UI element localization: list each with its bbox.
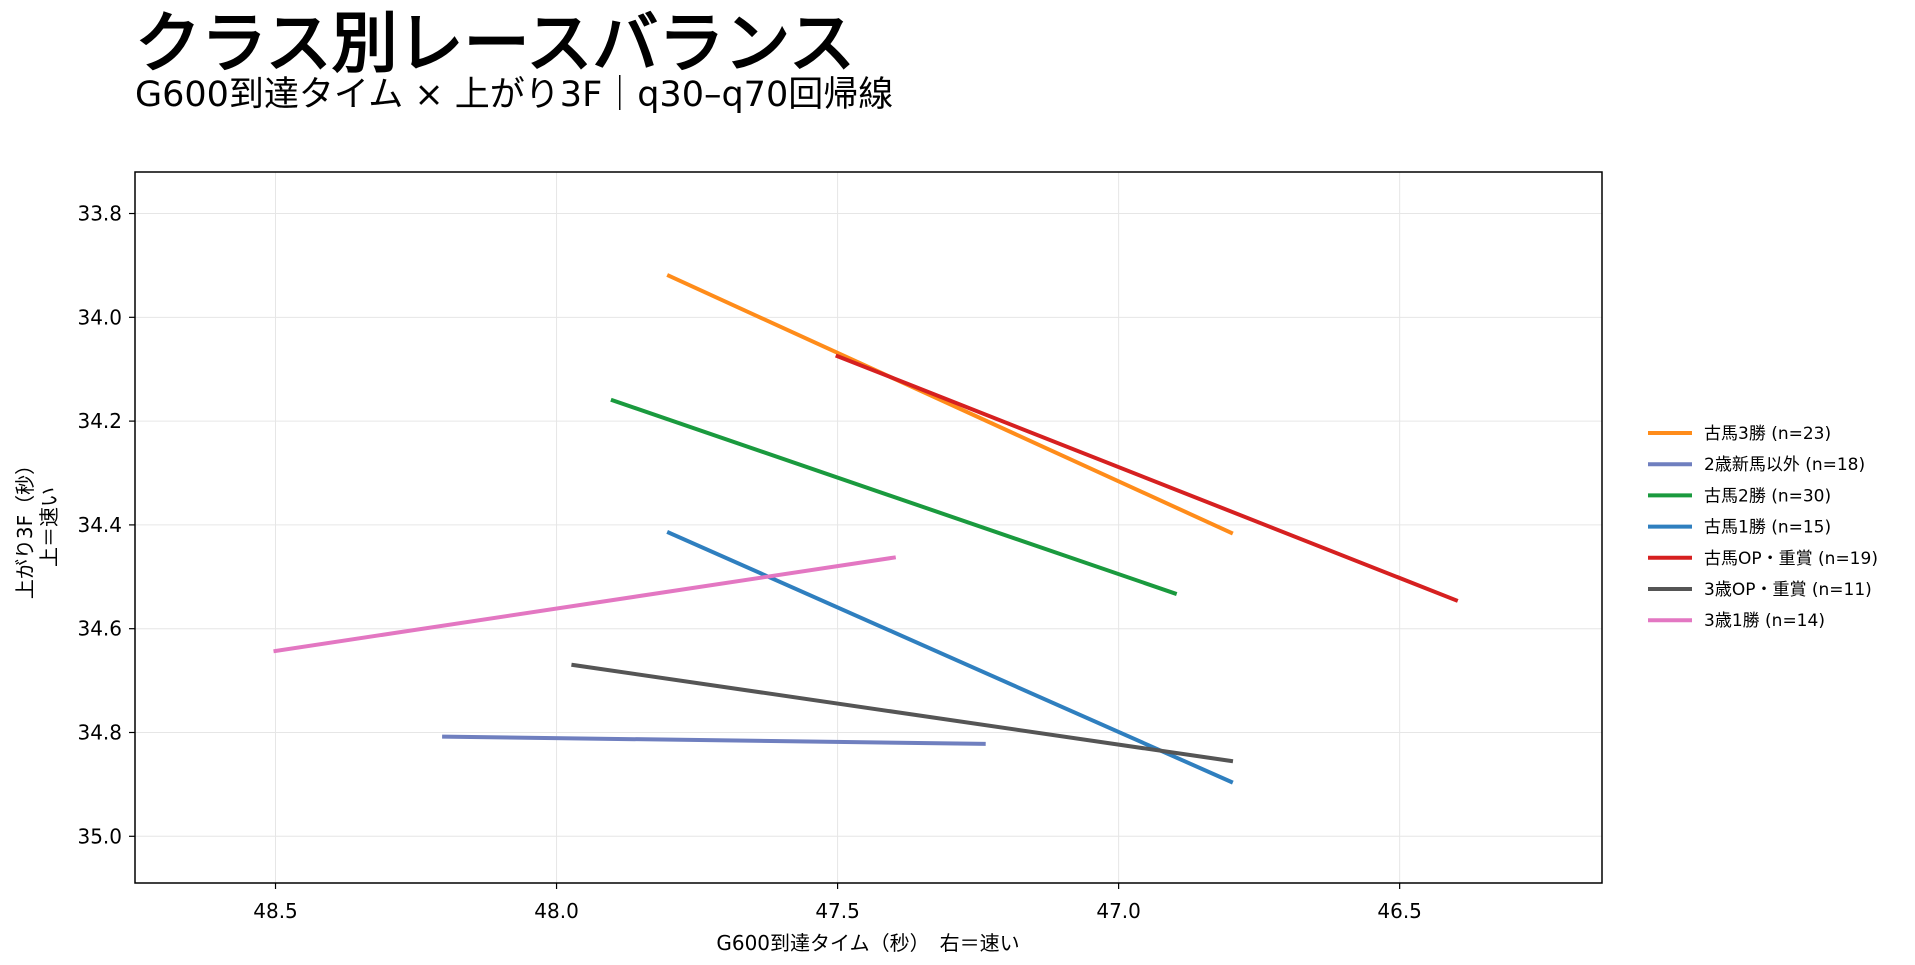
axis-ticks: 48.5 48.0 47.5 47.0 46.5 33.8 34.0 34.2 34.4 34.6… xyxy=(77,202,1421,923)
legend-label: 古馬OP・重賞 (n=19) xyxy=(1704,549,1878,569)
chart-title: クラス別レースバランス xyxy=(135,5,856,82)
series-line xyxy=(442,734,986,746)
y-tick-label: 34.2 xyxy=(77,409,122,433)
y-tick-label: 33.8 xyxy=(77,202,122,226)
y-tick-label: 35.0 xyxy=(77,824,122,848)
x-tick-label: 46.5 xyxy=(1377,899,1422,923)
legend-label: 古馬1勝 (n=15) xyxy=(1704,518,1831,538)
plot-frame xyxy=(134,171,1603,884)
legend-label: 古馬3勝 (n=23) xyxy=(1704,424,1831,444)
x-axis-label: G600到達タイム（秒） 右＝速い xyxy=(716,931,1019,955)
series-line xyxy=(835,353,1459,603)
legend-label: 2歳新馬以外 (n=18) xyxy=(1704,455,1865,475)
x-tick-label: 48.0 xyxy=(534,899,579,923)
y-tick-label: 34.0 xyxy=(77,305,122,329)
x-tick-label: 47.5 xyxy=(815,899,860,923)
legend-label: 3歳1勝 (n=14) xyxy=(1704,611,1825,631)
y-tick-label: 34.6 xyxy=(77,617,122,641)
legend-label: 古馬2勝 (n=30) xyxy=(1704,486,1831,506)
y-axis-label: 上がり3F（秒） xyxy=(13,455,37,599)
y-axis-label-group: 上がり3F（秒） 上＝速い xyxy=(13,455,61,599)
legend-label: 3歳OP・重賞 (n=11) xyxy=(1704,580,1872,600)
x-tick-label: 47.0 xyxy=(1096,899,1141,923)
y-tick-label: 34.8 xyxy=(77,720,122,744)
x-tick-label: 48.5 xyxy=(253,899,298,923)
chart-subtitle: G600到達タイム × 上がり3F｜q30–q70回帰線 xyxy=(135,75,894,115)
series-lines xyxy=(273,273,1459,785)
legend: 古馬3勝 (n=23) 2歳新馬以外 (n=18) 古馬2勝 (n=30) 古馬1勝 … xyxy=(1648,424,1878,631)
grid xyxy=(135,172,1602,883)
series-line xyxy=(666,273,1234,536)
y-tick-label: 34.4 xyxy=(77,513,122,537)
series-line xyxy=(666,530,1234,785)
series-line xyxy=(571,662,1234,764)
series-line xyxy=(273,555,897,654)
series-line xyxy=(610,397,1178,596)
y-axis-label-note: 上＝速い xyxy=(37,487,61,567)
